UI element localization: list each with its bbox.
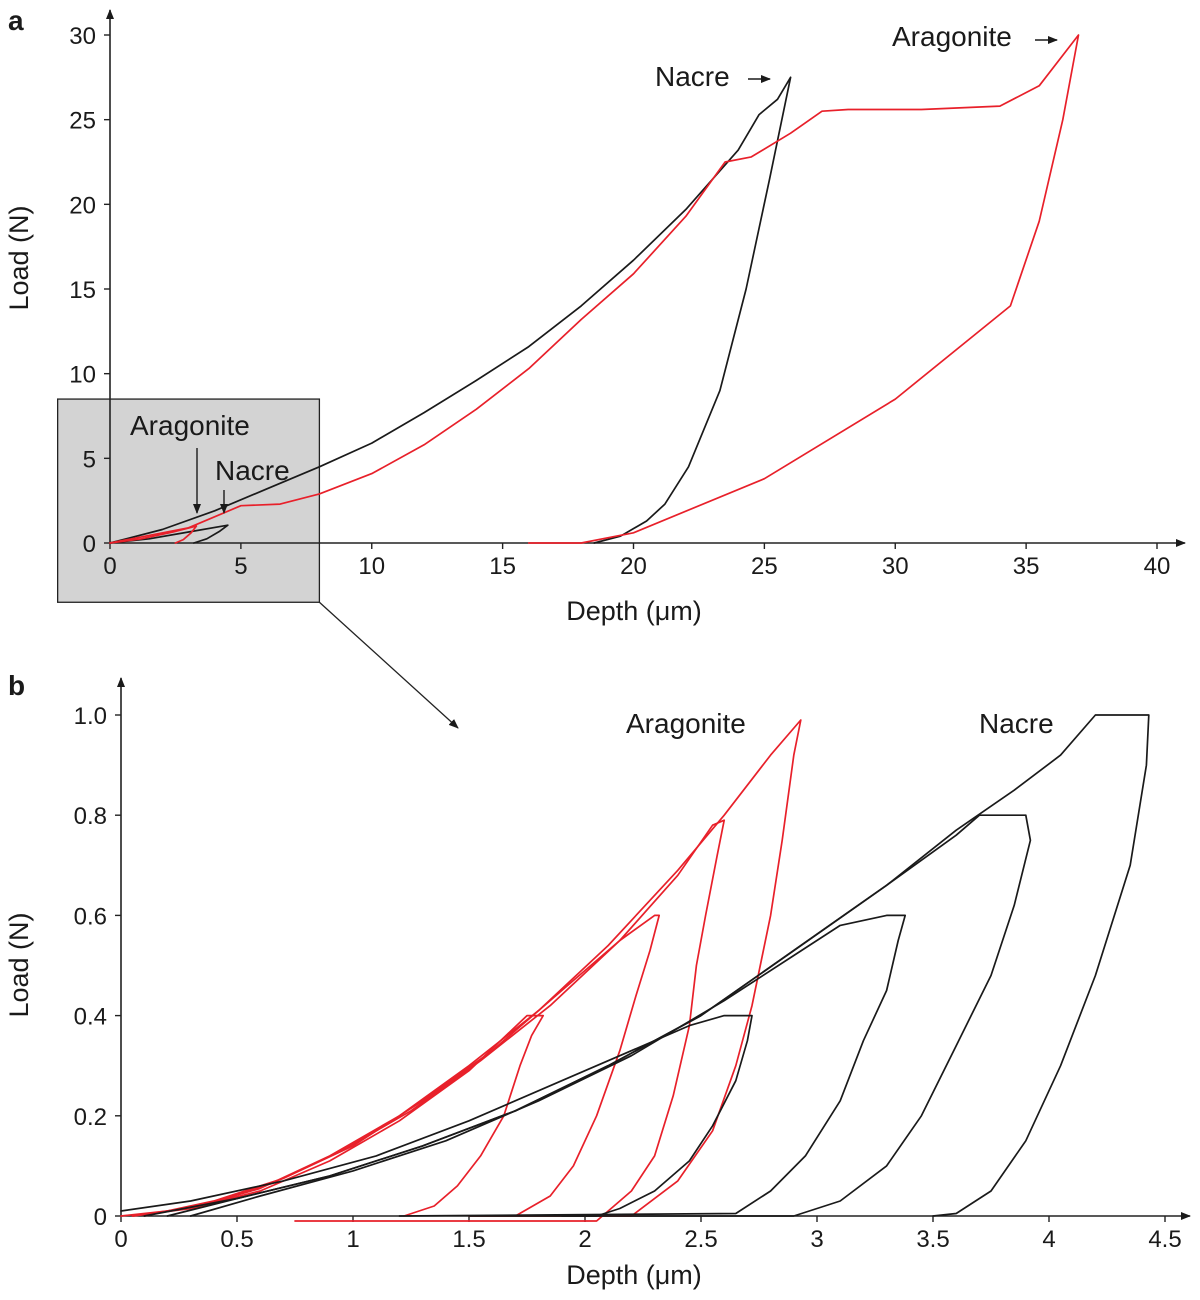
inset-connector-arrow bbox=[318, 601, 459, 729]
panel-b-axes: 0 0.5 1 1.5 2 2.5 3 3.5 4 4.5 0 0.2 0.4 0.6 0.8 1.0 bbox=[74, 677, 1191, 1253]
panel-a-aragonite-curve-1 bbox=[109, 34, 1080, 544]
panel-b-y-tick-label: 0.2 bbox=[74, 1104, 107, 1131]
panel-b-x-tick-label: 4.5 bbox=[1148, 1226, 1181, 1253]
panel-a-x-tick-label: 5 bbox=[234, 553, 247, 580]
panel-a-x-tick-label: 25 bbox=[751, 553, 778, 580]
panel-a-y-tick-label: 30 bbox=[69, 23, 96, 50]
panel-b-x-tick-label: 0.5 bbox=[220, 1226, 253, 1253]
panel-a-nacre-annotation: Nacre bbox=[655, 61, 730, 92]
panel-b-x-tick-label: 3.5 bbox=[916, 1226, 949, 1253]
panel-a-aragonite-annotation: Aragonite bbox=[892, 21, 1012, 52]
inset-nacre-small-curve bbox=[109, 524, 229, 544]
panel-b-aragonite-curve-3 bbox=[131, 819, 726, 1222]
panel-a: a 0 5 10 15 20 25 30 35 40 0 5 10 15 20 25 30 Depth (μm… bbox=[4, 5, 1186, 729]
panel-a-x-tick-label: 30 bbox=[882, 553, 909, 580]
panel-b-aragonite-annotation: Aragonite bbox=[626, 708, 746, 739]
panel-b-y-tick-label: 1.0 bbox=[74, 703, 107, 730]
panel-b: b 0 0.5 1 1.5 2 2.5 3 3.5 4 4.5 0 0.2 0.4 0.6 0.8 1.0 D… bbox=[4, 670, 1191, 1290]
inset-highlight bbox=[57, 398, 321, 603]
inset-aragonite-small-curve bbox=[109, 525, 198, 544]
panel-b-y-tick-label: 0.8 bbox=[74, 803, 107, 830]
panel-a-x-tick-label: 20 bbox=[620, 553, 647, 580]
panel-b-x-tick-label: 4 bbox=[1042, 1226, 1055, 1253]
inset-nacre-annotation: Nacre bbox=[215, 455, 290, 486]
panel-b-nacre-curve-1 bbox=[120, 1014, 753, 1217]
panel-b-aragonite-curve-4 bbox=[120, 719, 802, 1217]
panel-a-y-tick-label: 20 bbox=[69, 192, 96, 219]
panel-b-y-tick-label: 0.6 bbox=[74, 903, 107, 930]
panel-a-axes: 0 5 10 15 20 25 30 35 40 0 5 10 15 20 25 30 bbox=[69, 9, 1186, 580]
panel-a-x-axis-label: Depth (μm) bbox=[566, 596, 702, 626]
panel-a-x-tick-label: 35 bbox=[1013, 553, 1040, 580]
inset-aragonite-annotation: Aragonite bbox=[130, 410, 250, 441]
panel-a-y-tick-label: 0 bbox=[83, 531, 96, 558]
panel-a-x-tick-label: 10 bbox=[358, 553, 385, 580]
panel-a-x-tick-label: 15 bbox=[489, 553, 516, 580]
panel-b-x-tick-label: 0 bbox=[114, 1226, 127, 1253]
panel-a-label: a bbox=[8, 5, 24, 36]
panel-b-label: b bbox=[8, 670, 25, 701]
panel-b-x-tick-label: 2 bbox=[578, 1226, 591, 1253]
panel-a-y-tick-label: 10 bbox=[69, 362, 96, 389]
panel-a-x-tick-label: 0 bbox=[103, 553, 116, 580]
panel-a-y-axis-label: Load (N) bbox=[4, 205, 34, 310]
panel-b-y-axis-label: Load (N) bbox=[4, 912, 34, 1017]
panel-a-y-tick-label: 5 bbox=[83, 446, 96, 473]
panel-a-x-tick-label: 40 bbox=[1144, 553, 1171, 580]
panel-a-series bbox=[109, 34, 1080, 544]
panel-b-nacre-curve-3 bbox=[166, 814, 1032, 1217]
panel-b-x-tick-label: 1.5 bbox=[452, 1226, 485, 1253]
panel-b-y-tick-label: 0.4 bbox=[74, 1004, 107, 1031]
panel-b-x-axis-label: Depth (μm) bbox=[566, 1260, 702, 1290]
panel-a-y-tick-label: 25 bbox=[69, 108, 96, 135]
panel-b-x-tick-label: 3 bbox=[810, 1226, 823, 1253]
panel-b-nacre-annotation: Nacre bbox=[979, 708, 1054, 739]
panel-b-x-tick-label: 2.5 bbox=[684, 1226, 717, 1253]
panel-b-x-tick-label: 1 bbox=[346, 1226, 359, 1253]
panel-a-y-tick-label: 15 bbox=[69, 277, 96, 304]
panel-b-y-tick-label: 0 bbox=[94, 1204, 107, 1231]
panel-b-nacre-curve-4 bbox=[143, 714, 1150, 1217]
panel-b-nacre-curve-2 bbox=[189, 914, 907, 1217]
panel-b-aragonite-curve-2 bbox=[143, 914, 661, 1217]
panel-b-series bbox=[120, 714, 1150, 1222]
